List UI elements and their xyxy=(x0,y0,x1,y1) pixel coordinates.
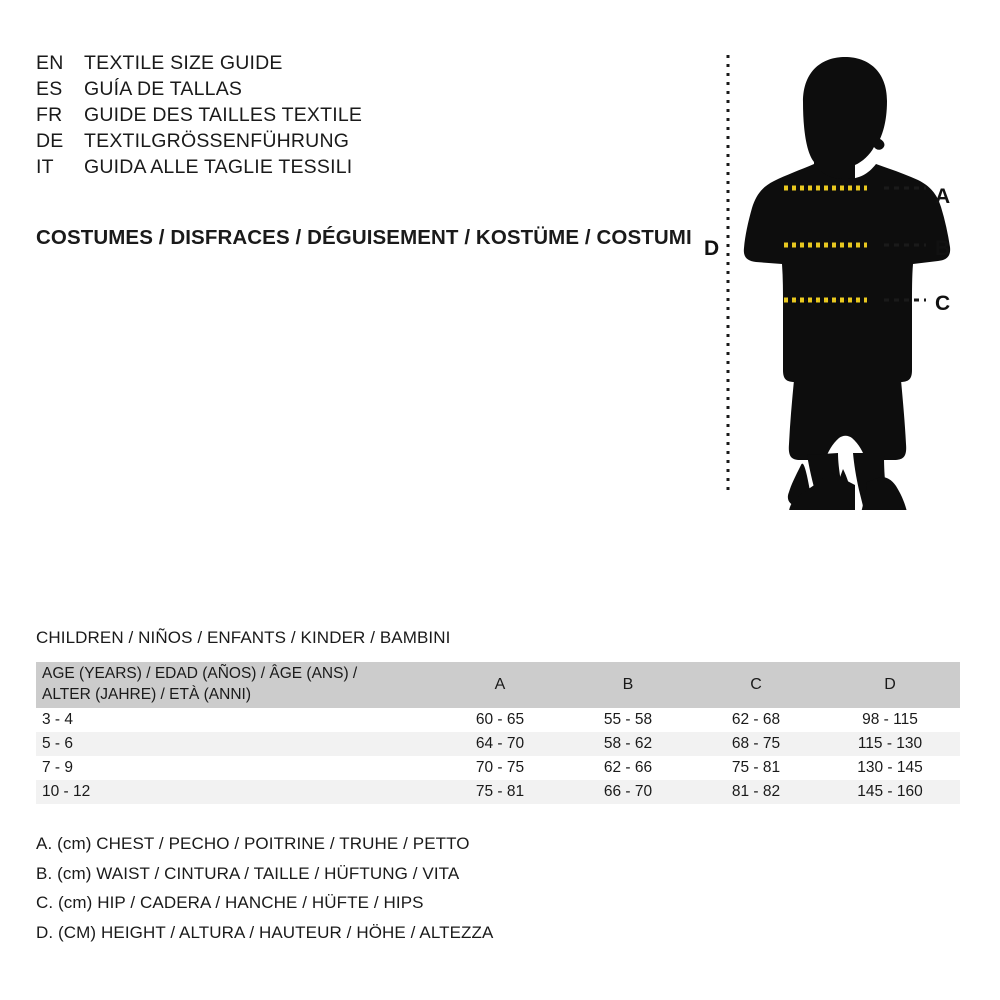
column-header-b: B xyxy=(622,676,634,693)
language-row-es: ES GUÍA DE TALLAS xyxy=(36,78,656,104)
language-row-de: DE TEXTILGRÖSSENFÜHRUNG xyxy=(36,130,656,156)
column-header-c: C xyxy=(750,676,762,693)
language-row-en: EN TEXTILE SIZE GUIDE xyxy=(36,52,656,78)
language-code-es: ES xyxy=(36,78,63,100)
children-section-heading: CHILDREN / NIÑOS / ENFANTS / KINDER / BA… xyxy=(36,628,451,647)
cell-hip: 81 - 82 xyxy=(731,783,781,800)
column-header-age: AGE (YEARS) / EDAD (AÑOS) / ÂGE (ANS) / … xyxy=(36,662,436,708)
legend-item-height: D. (CM) HEIGHT / ALTURA / HAUTEUR / HÖHE… xyxy=(36,922,494,942)
language-text-it: GUIDA ALLE TAGLIE TESSILI xyxy=(84,156,353,178)
cell-chest: 70 - 75 xyxy=(475,759,525,776)
table-row: 10 - 12 75 - 81 66 - 70 81 - 82 145 - 16… xyxy=(36,780,960,804)
age-head-line2: ALTER (JAHRE) / ETÀ (ANNI) xyxy=(42,686,251,703)
table-row: 5 - 6 64 - 70 58 - 62 68 - 75 115 - 130 xyxy=(36,732,960,756)
costumes-subtitle: COSTUMES / DISFRACES / DÉGUISEMENT / KOS… xyxy=(36,226,692,249)
silhouette-body xyxy=(743,57,951,510)
column-header-a: A xyxy=(494,676,506,693)
language-row-fr: FR GUIDE DES TAILLES TEXTILE xyxy=(36,104,656,130)
language-code-it: IT xyxy=(36,156,54,178)
cell-height: 115 - 130 xyxy=(857,735,923,752)
cell-age: 5 - 6 xyxy=(42,735,74,752)
size-table-header: AGE (YEARS) / EDAD (AÑOS) / ÂGE (ANS) / … xyxy=(36,662,960,708)
figure-label-c: C xyxy=(935,292,951,315)
language-text-es: GUÍA DE TALLAS xyxy=(84,78,243,100)
size-table: AGE (YEARS) / EDAD (AÑOS) / ÂGE (ANS) / … xyxy=(36,662,960,804)
cell-height: 130 - 145 xyxy=(857,759,923,776)
cell-chest: 75 - 81 xyxy=(475,783,525,800)
language-title-block: EN TEXTILE SIZE GUIDE ES GUÍA DE TALLAS … xyxy=(36,52,656,182)
column-header-d: D xyxy=(884,676,896,693)
language-text-en: TEXTILE SIZE GUIDE xyxy=(84,52,283,74)
cell-chest: 64 - 70 xyxy=(475,735,525,752)
cell-hip: 62 - 68 xyxy=(731,711,781,728)
language-text-fr: GUIDE DES TAILLES TEXTILE xyxy=(84,104,363,126)
table-row: 7 - 9 70 - 75 62 - 66 75 - 81 130 - 145 xyxy=(36,756,960,780)
cell-waist: 58 - 62 xyxy=(603,735,653,752)
child-silhouette-icon xyxy=(726,55,951,510)
size-table-body: 3 - 4 60 - 65 55 - 58 62 - 68 98 - 115 5… xyxy=(36,708,960,804)
figure-label-b: B xyxy=(935,237,951,260)
child-figure-panel: A B C D xyxy=(690,40,980,510)
cell-age: 7 - 9 xyxy=(42,759,74,776)
legend-item-chest: A. (cm) CHEST / PECHO / POITRINE / TRUHE… xyxy=(36,834,470,853)
cell-hip: 75 - 81 xyxy=(731,759,781,776)
cell-height: 98 - 115 xyxy=(862,711,918,728)
language-text-de: TEXTILGRÖSSENFÜHRUNG xyxy=(84,130,350,152)
language-code-fr: FR xyxy=(36,104,63,126)
cell-hip: 68 - 75 xyxy=(731,735,781,752)
cell-waist: 55 - 58 xyxy=(603,711,653,728)
figure-label-d: D xyxy=(704,237,720,260)
language-code-en: EN xyxy=(36,52,64,74)
legend-item-waist: B. (cm) WAIST / CINTURA / TAILLE / HÜFTU… xyxy=(36,863,460,883)
table-header-row: AGE (YEARS) / EDAD (AÑOS) / ÂGE (ANS) / … xyxy=(36,662,960,708)
figure-label-a: A xyxy=(935,185,951,208)
legend-item-hip: C. (cm) HIP / CADERA / HANCHE / HÜFTE / … xyxy=(36,893,424,912)
cell-age: 10 - 12 xyxy=(42,783,91,800)
language-row-it: IT GUIDA ALLE TAGLIE TESSILI xyxy=(36,156,656,182)
language-code-de: DE xyxy=(36,130,64,152)
cell-age: 3 - 4 xyxy=(42,711,74,728)
cell-waist: 66 - 70 xyxy=(603,783,653,800)
cell-chest: 60 - 65 xyxy=(475,711,525,728)
measurement-legend: A. (cm) CHEST / PECHO / POITRINE / TRUHE… xyxy=(36,834,676,952)
cell-height: 145 - 160 xyxy=(857,783,923,800)
cell-waist: 62 - 66 xyxy=(603,759,653,776)
age-head-line1: AGE (YEARS) / EDAD (AÑOS) / ÂGE (ANS) / xyxy=(42,665,358,683)
table-row: 3 - 4 60 - 65 55 - 58 62 - 68 98 - 115 xyxy=(36,708,960,732)
